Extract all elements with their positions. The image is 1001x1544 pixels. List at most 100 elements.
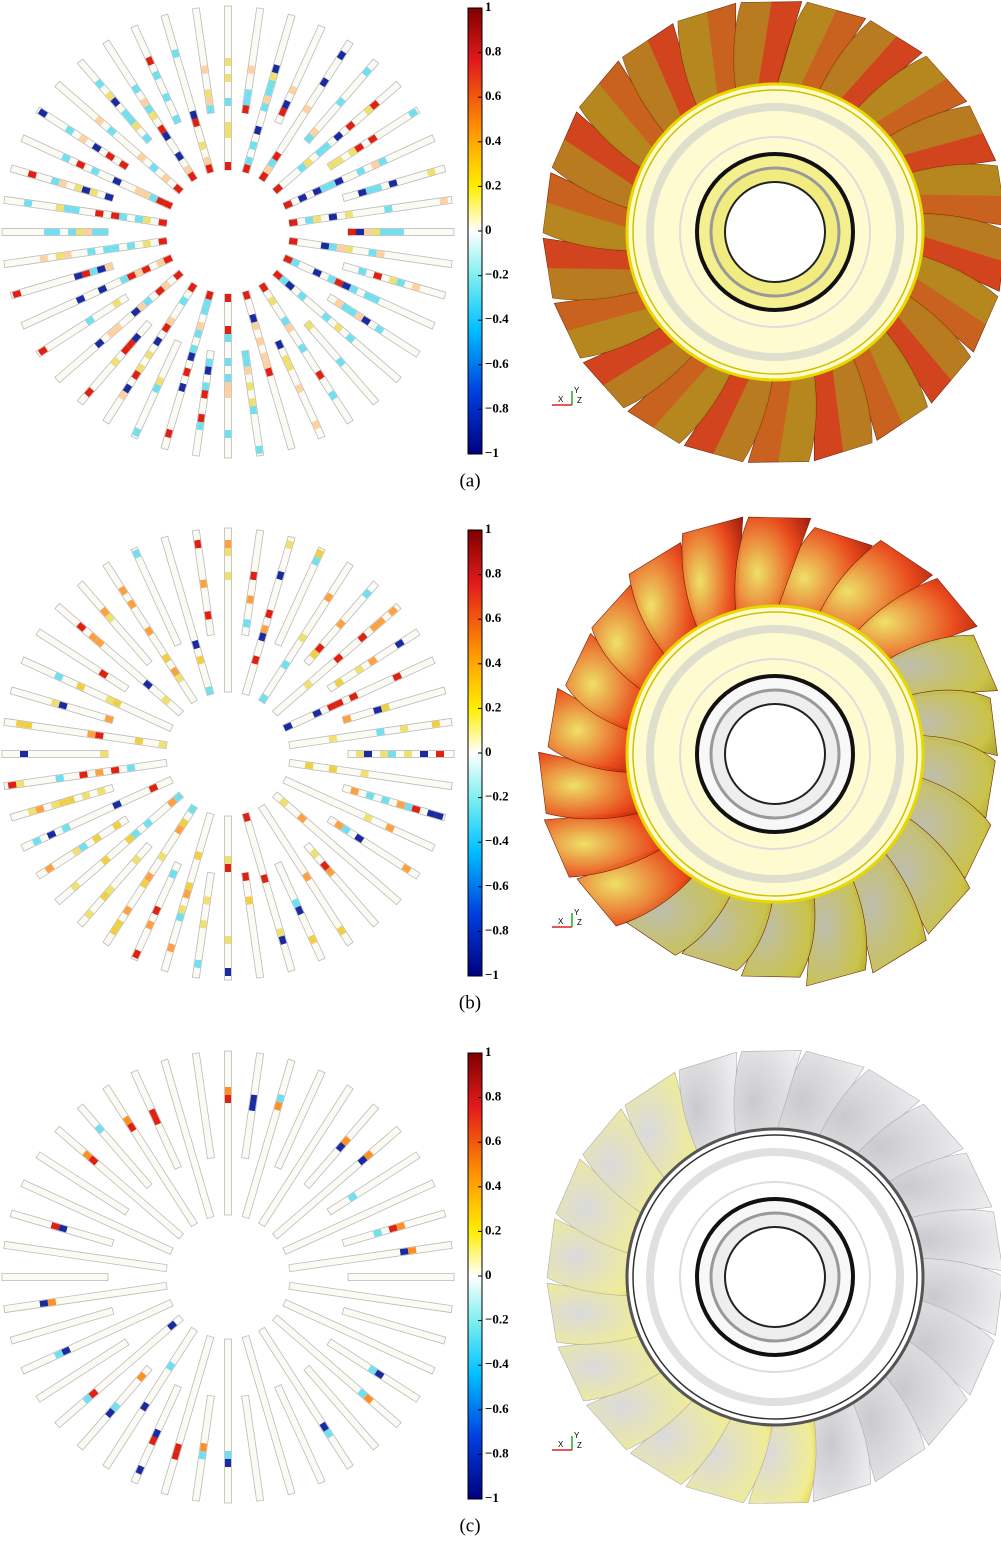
spoke-cell bbox=[372, 706, 383, 715]
spoke-cell bbox=[153, 336, 163, 347]
spoke-cell bbox=[61, 823, 71, 833]
spoke-cell bbox=[255, 445, 263, 455]
spoke bbox=[303, 841, 380, 928]
spoke-cell bbox=[326, 702, 337, 712]
spoke-cell bbox=[130, 307, 141, 317]
spoke-cell bbox=[272, 183, 283, 194]
colorbar-tick-label: 1 bbox=[485, 1044, 492, 1059]
spoke-cell bbox=[275, 339, 284, 350]
spoke-cell bbox=[274, 1101, 283, 1111]
spoke-cell bbox=[258, 171, 269, 182]
spoke-cell bbox=[158, 237, 168, 245]
spoke-cell bbox=[84, 229, 92, 235]
spoke-cell bbox=[349, 787, 360, 796]
spoke-cell bbox=[434, 811, 444, 820]
spoke-cell bbox=[225, 936, 231, 944]
spoke-cell bbox=[288, 85, 298, 95]
spoke-cell bbox=[360, 315, 371, 326]
spoke-cell bbox=[185, 881, 194, 892]
spoke-cell bbox=[284, 322, 295, 333]
spoke bbox=[303, 58, 380, 145]
spoke bbox=[282, 1299, 436, 1375]
spoke bbox=[160, 290, 215, 451]
spoke-cell bbox=[167, 797, 178, 808]
spoke-cell bbox=[297, 193, 308, 203]
spoke bbox=[20, 656, 174, 732]
spoke-cell bbox=[319, 183, 330, 193]
spoke-cell bbox=[205, 358, 213, 368]
colorbar-tick-label: 0.6 bbox=[485, 1133, 502, 1148]
spoke-cell bbox=[387, 606, 398, 617]
spoke-outline bbox=[288, 1240, 453, 1273]
spoke-cell bbox=[78, 842, 89, 852]
spoke-cell bbox=[321, 312, 332, 323]
blade-shade bbox=[899, 250, 998, 325]
spoke-cell bbox=[52, 229, 60, 235]
spoke-cell bbox=[244, 89, 252, 98]
spoke-cell bbox=[340, 1135, 351, 1146]
spoke bbox=[35, 106, 130, 171]
spoke-cell bbox=[174, 673, 185, 684]
spoke-cell bbox=[265, 87, 274, 97]
spoke bbox=[1, 228, 109, 236]
spoke-cell bbox=[132, 548, 141, 559]
spoke bbox=[272, 602, 402, 717]
spoke-cell bbox=[267, 79, 276, 89]
spoke-cell bbox=[81, 791, 91, 800]
colorbar-tick-label: −0.6 bbox=[485, 356, 509, 371]
spoke-cell bbox=[304, 216, 314, 224]
spoke-cell bbox=[276, 1093, 285, 1104]
spoke-cell bbox=[333, 131, 344, 142]
spoke-cell bbox=[256, 336, 265, 347]
spoke bbox=[1, 750, 109, 758]
spoke bbox=[274, 546, 326, 647]
spoke-cell bbox=[411, 283, 421, 292]
spoke-cell bbox=[161, 173, 172, 184]
spoke-cell bbox=[283, 722, 293, 731]
colorbar-tick-label: −0.2 bbox=[485, 267, 509, 282]
spoke bbox=[272, 269, 402, 384]
spoke-cell bbox=[260, 624, 269, 634]
colorbar-tick-label: 0 bbox=[485, 222, 492, 237]
spoke-cell bbox=[250, 405, 258, 415]
spoke-cell bbox=[141, 190, 152, 200]
spoke-cell bbox=[271, 64, 280, 74]
spoke-cell bbox=[53, 1349, 64, 1359]
spoke-cell bbox=[133, 186, 144, 196]
spoke-cell bbox=[64, 125, 75, 136]
spoke-cell bbox=[242, 290, 251, 301]
spoke bbox=[282, 134, 436, 210]
spoke-cell bbox=[87, 248, 96, 256]
spoke bbox=[130, 24, 182, 125]
spoke-cell bbox=[335, 357, 346, 367]
spoke-cell bbox=[58, 179, 68, 188]
spoke-cell bbox=[142, 296, 153, 307]
spoke-cell bbox=[110, 1402, 121, 1412]
blade-shade bbox=[603, 330, 705, 408]
spoke bbox=[274, 24, 326, 125]
spoke-cell bbox=[112, 322, 123, 333]
spoke-cell bbox=[205, 163, 214, 174]
spoke-cell bbox=[309, 848, 320, 859]
spoke-cell bbox=[194, 959, 202, 969]
spoke-cell bbox=[225, 390, 231, 398]
spoke-cell bbox=[91, 833, 102, 844]
spoke-cell bbox=[333, 653, 344, 664]
spoke bbox=[274, 339, 326, 440]
spoke-cell bbox=[173, 183, 184, 194]
spoke bbox=[54, 1314, 184, 1429]
spoke bbox=[130, 546, 182, 647]
spoke-cell bbox=[250, 571, 258, 581]
spoke bbox=[272, 1125, 402, 1240]
blade-shade bbox=[622, 40, 690, 147]
spoke-cell bbox=[335, 1142, 346, 1152]
spoke-cell bbox=[242, 104, 250, 114]
spoke-cell bbox=[50, 699, 60, 708]
spoke-cell bbox=[297, 632, 308, 643]
spoke-cell bbox=[187, 804, 198, 815]
spoke-cell bbox=[304, 320, 315, 331]
spoke-cell bbox=[196, 321, 205, 331]
spoke-cell bbox=[7, 781, 17, 789]
spoke-cell bbox=[127, 599, 137, 610]
spoke-cell bbox=[178, 817, 189, 828]
